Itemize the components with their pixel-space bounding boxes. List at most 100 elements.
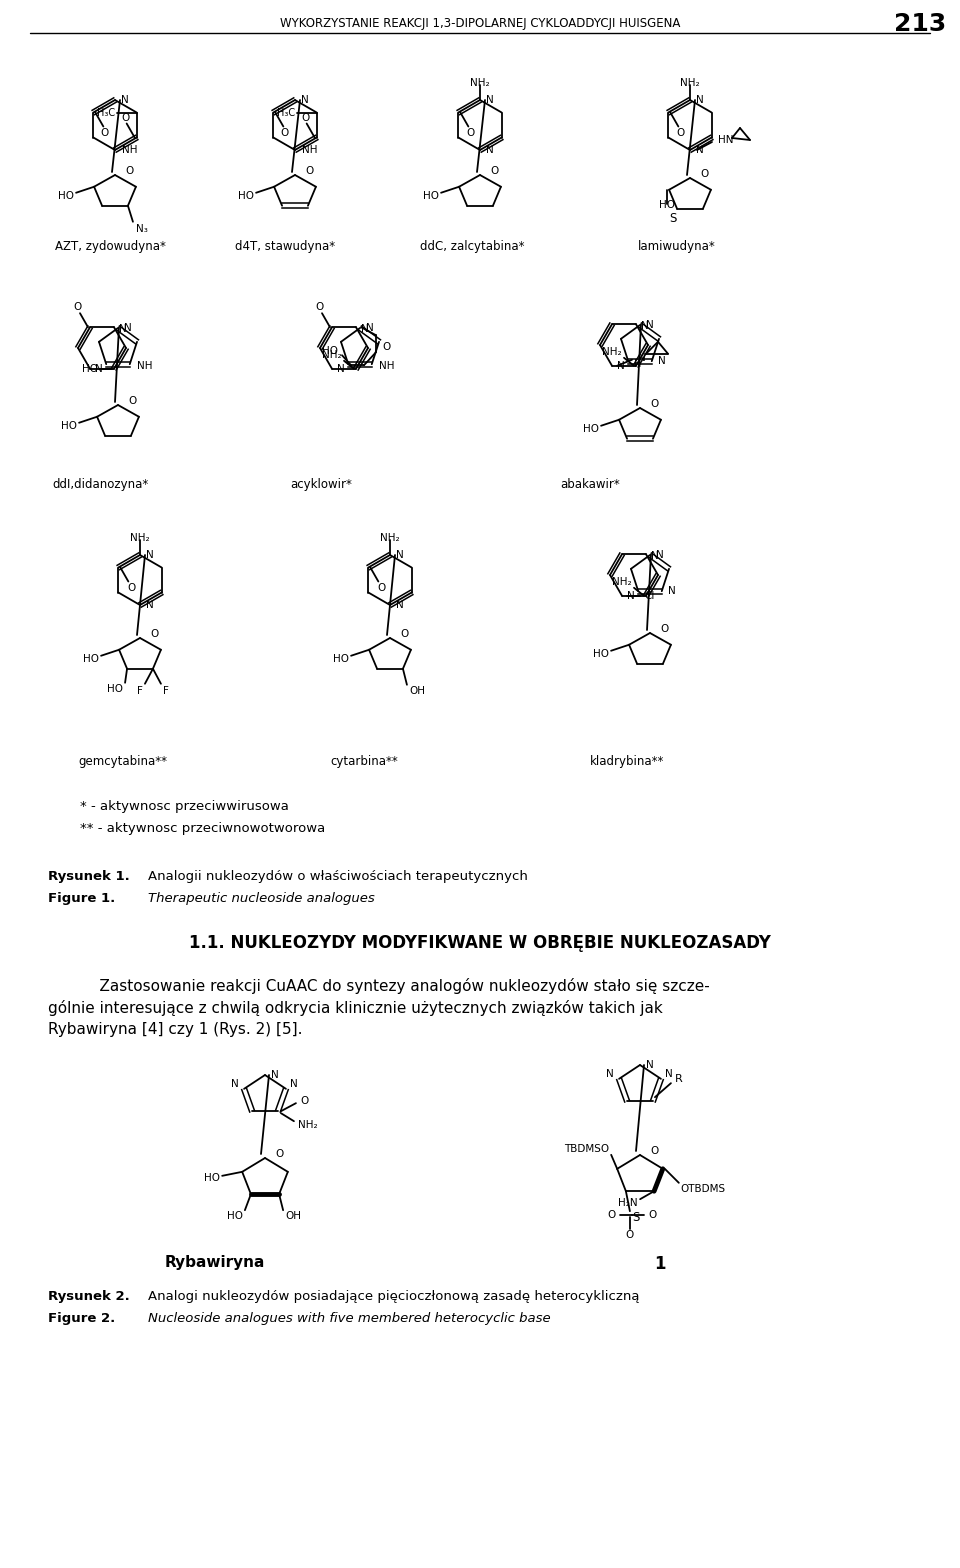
Text: N: N [646,1060,654,1069]
Text: NH₂: NH₂ [612,577,632,586]
Text: HN: HN [718,135,733,144]
Text: Analogii nukleozydów o właściwościach terapeutycznych: Analogii nukleozydów o właściwościach te… [148,870,528,883]
Text: Figure 1.: Figure 1. [48,892,115,905]
Text: gólnie interesujące z chwilą odkrycia klinicznie użytecznych związków takich jak: gólnie interesujące z chwilą odkrycia kl… [48,1000,662,1016]
Text: S: S [632,1210,639,1223]
Text: Rybawiryna: Rybawiryna [165,1254,265,1270]
Text: N: N [638,353,646,362]
Text: Nucleoside analogues with five membered heterocyclic base: Nucleoside analogues with five membered … [148,1312,551,1325]
Text: N: N [119,325,127,334]
Text: O: O [301,113,310,122]
Text: Figure 2.: Figure 2. [48,1312,115,1325]
Text: O: O [608,1210,616,1220]
Text: WYKORZYSTANIE REAKCJI 1,3-DIPOLARNEJ CYKLOADDYCJI HUISGENA: WYKORZYSTANIE REAKCJI 1,3-DIPOLARNEJ CYK… [279,17,681,30]
Text: NH: NH [379,361,395,372]
Text: N: N [641,321,649,331]
Text: ** - aktywnosc przeciwnowotworowa: ** - aktywnosc przeciwnowotworowa [80,822,325,836]
Text: N: N [646,320,654,329]
Text: O: O [128,397,136,406]
Text: Cl: Cl [644,591,655,601]
Text: NH₂: NH₂ [681,78,700,88]
Text: NH₂: NH₂ [470,78,490,88]
Text: O: O [300,1096,308,1105]
Text: N: N [146,550,154,560]
Text: O: O [74,303,83,312]
Text: Therapeutic nucleoside analogues: Therapeutic nucleoside analogues [148,892,374,905]
Text: HO: HO [58,191,74,201]
Text: N: N [607,1069,614,1079]
Text: gemcytabina**: gemcytabina** [78,756,167,768]
Text: HO: HO [660,199,675,210]
Text: HO: HO [84,654,99,663]
Text: O: O [400,629,408,640]
Text: HO: HO [82,364,98,373]
Text: lamiwudyna*: lamiwudyna* [638,240,716,252]
Text: HO: HO [333,654,349,663]
Text: H₃C: H₃C [97,108,114,118]
Text: N: N [361,325,369,334]
Text: AZT, zydowudyna*: AZT, zydowudyna* [55,240,166,252]
Text: N: N [668,586,676,596]
Text: ddC, zalcytabina*: ddC, zalcytabina* [420,240,524,252]
Text: O: O [650,1146,659,1156]
Text: O: O [316,303,324,312]
Text: d4T, stawudyna*: d4T, stawudyna* [235,240,335,252]
Text: O: O [122,113,130,122]
Text: N: N [231,1079,239,1088]
Text: N: N [337,364,345,373]
Text: HO: HO [238,191,254,201]
Text: abakawir*: abakawir* [560,478,620,491]
Text: O: O [650,398,659,409]
Text: N: N [696,144,704,155]
Text: O: O [280,127,288,138]
Text: N: N [396,550,404,560]
Text: OTBDMS: OTBDMS [681,1184,726,1193]
Text: NH₂: NH₂ [298,1120,318,1131]
Text: N: N [627,591,635,601]
Text: O: O [490,166,498,176]
Text: H₃C: H₃C [276,108,295,118]
Text: HO: HO [204,1173,220,1182]
Text: OH: OH [285,1210,301,1221]
Text: kladrybina**: kladrybina** [590,756,664,768]
Text: Rysunek 1.: Rysunek 1. [48,870,130,883]
Text: ddI,didanozyna*: ddI,didanozyna* [52,478,148,491]
Text: F: F [137,685,143,696]
Text: O: O [128,582,135,593]
Text: N: N [124,323,132,332]
Text: NH: NH [302,144,318,155]
Text: Zastosowanie reakcji CuAAC do syntezy analogów nukleozydów stało się szcze-: Zastosowanie reakcji CuAAC do syntezy an… [80,978,709,994]
Text: N: N [486,144,493,155]
Text: O: O [676,127,684,138]
Text: N: N [396,601,404,610]
Text: O: O [305,166,313,176]
Text: N: N [617,361,625,370]
Text: N: N [366,323,373,332]
Text: N: N [696,96,704,105]
Text: N: N [271,1069,278,1080]
Text: N₃: N₃ [136,224,148,234]
Text: N: N [301,96,309,105]
Text: OH: OH [409,685,425,696]
Text: NH: NH [136,361,153,372]
Text: 213: 213 [894,13,947,36]
Text: O: O [100,127,108,138]
Text: O: O [125,166,133,176]
Text: TBDMSO: TBDMSO [564,1143,610,1154]
Text: Analogi nukleozydów posiadające pięcioczłonową zasadę heterocykliczną: Analogi nukleozydów posiadające pięciocz… [148,1290,639,1303]
Text: N: N [486,96,493,105]
Text: N: N [121,96,129,105]
Text: N: N [665,1069,673,1079]
Text: HO: HO [227,1210,243,1221]
Text: O: O [626,1231,634,1240]
Text: R: R [675,1074,683,1083]
Text: N: N [651,552,659,561]
Text: N: N [656,550,663,560]
Text: NH₂: NH₂ [131,533,150,543]
Text: H₂N: H₂N [618,1198,638,1209]
Text: HO: HO [593,649,609,659]
Text: F: F [163,685,169,696]
Text: S: S [669,212,677,226]
Text: O: O [660,624,668,633]
Text: O: O [377,582,386,593]
